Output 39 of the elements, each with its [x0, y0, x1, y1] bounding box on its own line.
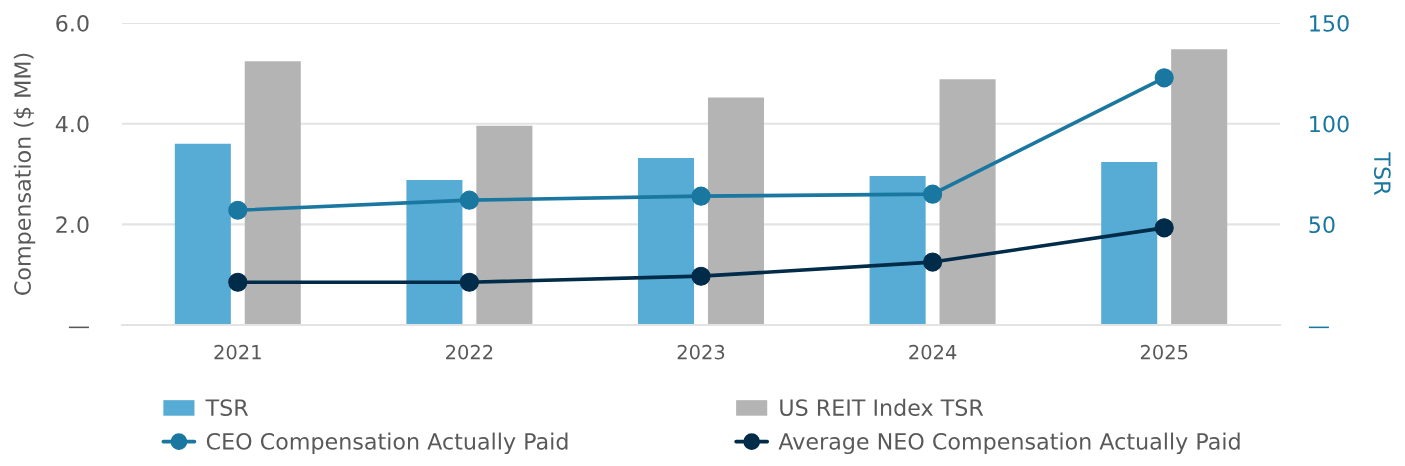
point — [923, 184, 943, 204]
point — [691, 186, 711, 206]
y2-tick-label: 50 — [1309, 216, 1335, 234]
point — [1154, 68, 1174, 88]
y2-axis-title: TSR — [1373, 152, 1391, 195]
bar — [1171, 49, 1228, 325]
bar — [1101, 161, 1158, 325]
bar — [476, 125, 533, 325]
bar — [406, 180, 463, 325]
point — [923, 252, 943, 272]
legend-label: CEO Compensation Actually Paid — [206, 432, 568, 455]
y2-tick-label: 100 — [1310, 115, 1349, 133]
x-tick-label: 2025 — [1140, 344, 1188, 360]
bar — [174, 143, 231, 325]
bar — [707, 97, 764, 325]
x-tick-label: 2022 — [446, 344, 493, 360]
y2-tick-label: 150 — [1310, 14, 1349, 32]
bar — [939, 79, 996, 325]
y2-tick-label: — — [1308, 326, 1329, 329]
point — [459, 272, 479, 292]
bar — [869, 176, 926, 325]
bar — [638, 157, 695, 325]
legend-label: TSR — [205, 399, 249, 417]
legend-label: US REIT Index TSR — [780, 398, 984, 417]
x-tick-label: 2023 — [677, 344, 725, 360]
y-tick-label: — — [68, 326, 89, 329]
y-tick-label: 2.0 — [56, 216, 89, 234]
point — [1154, 218, 1174, 238]
y-tick-label: 4.0 — [55, 115, 89, 133]
point — [228, 200, 248, 220]
legend-label: Average NEO Compensation Actually Paid — [778, 432, 1240, 455]
point — [459, 190, 479, 210]
bar — [244, 61, 301, 325]
point — [228, 272, 248, 292]
y-axis-title: Compensation ($ MM) — [13, 53, 36, 295]
point — [691, 266, 711, 286]
x-tick-label: 2021 — [214, 344, 261, 360]
x-tick-label: 2024 — [909, 344, 957, 360]
y-tick-label: 6.0 — [56, 14, 89, 32]
